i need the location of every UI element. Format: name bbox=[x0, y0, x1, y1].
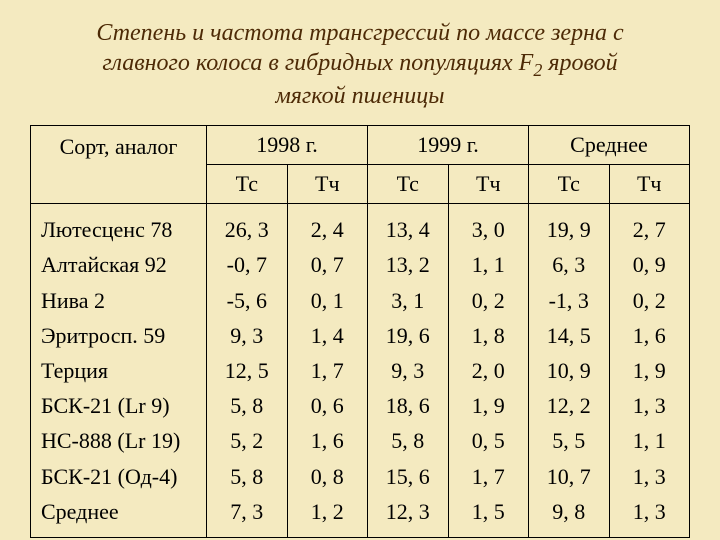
cell-value: 13, 4 bbox=[372, 212, 443, 247]
cell-value: 9, 3 bbox=[211, 318, 282, 353]
data-row: Лютесценс 78Алтайская 92Нива 2Эритросп. … bbox=[31, 204, 690, 538]
cell-value: 1, 2 bbox=[292, 494, 364, 529]
cell-value: 26, 3 bbox=[211, 212, 282, 247]
row-label: Среднее bbox=[41, 494, 200, 529]
cell-value: 1, 3 bbox=[614, 459, 686, 494]
cell-value: 5, 2 bbox=[211, 423, 282, 458]
row-label: НС-888 (Lr 19) bbox=[41, 423, 200, 458]
cell-value: 1, 9 bbox=[614, 353, 686, 388]
data-table: Сорт, аналог 1998 г. 1999 г. Среднее Тс … bbox=[30, 125, 690, 538]
cell-value: 0, 2 bbox=[614, 283, 686, 318]
cell-value: 0, 5 bbox=[453, 423, 525, 458]
cell-value: -5, 6 bbox=[211, 283, 282, 318]
cell-value: 14, 5 bbox=[533, 318, 604, 353]
row-label: Лютесценс 78 bbox=[41, 212, 200, 247]
cell-value: 2, 4 bbox=[292, 212, 364, 247]
hdr-1999: 1999 г. bbox=[368, 126, 529, 165]
col-1998-tc: 26, 3-0, 7-5, 69, 312, 55, 85, 25, 87, 3 bbox=[207, 204, 287, 538]
title-line1: Степень и частота трансгрессий по массе … bbox=[96, 20, 623, 46]
cell-value: 2, 0 bbox=[453, 353, 525, 388]
cell-value: 12, 3 bbox=[372, 494, 443, 529]
cell-value: 0, 9 bbox=[614, 247, 686, 282]
hdr-1999-tch: Тч bbox=[448, 165, 529, 204]
cell-value: 7, 3 bbox=[211, 494, 282, 529]
row-label: Эритросп. 59 bbox=[41, 318, 200, 353]
cell-value: 0, 7 bbox=[292, 247, 364, 282]
title-sub: 2 bbox=[533, 60, 542, 80]
cell-value: 0, 2 bbox=[453, 283, 525, 318]
cell-value: 1, 4 bbox=[292, 318, 364, 353]
labels-cell: Лютесценс 78Алтайская 92Нива 2Эритросп. … bbox=[31, 204, 207, 538]
cell-value: 1, 8 bbox=[453, 318, 525, 353]
row-label: Алтайская 92 bbox=[41, 247, 200, 282]
row-label: БСК-21 (Lr 9) bbox=[41, 388, 200, 423]
cell-value: -1, 3 bbox=[533, 283, 604, 318]
cell-value: 1, 7 bbox=[292, 353, 364, 388]
hdr-avg: Среднее bbox=[529, 126, 690, 165]
col-1999-tc: 13, 413, 23, 119, 69, 318, 65, 815, 612,… bbox=[368, 204, 448, 538]
cell-value: 2, 7 bbox=[614, 212, 686, 247]
cell-value: 1, 6 bbox=[292, 423, 364, 458]
hdr-avg-tc: Тс bbox=[529, 165, 609, 204]
cell-value: 15, 6 bbox=[372, 459, 443, 494]
cell-value: 5, 8 bbox=[211, 459, 282, 494]
hdr-variety: Сорт, аналог bbox=[31, 126, 207, 204]
row-label: Нива 2 bbox=[41, 283, 200, 318]
cell-value: 1, 1 bbox=[453, 247, 525, 282]
col-1999-tch: 3, 01, 10, 21, 82, 01, 90, 51, 71, 5 bbox=[448, 204, 529, 538]
cell-value: 1, 1 bbox=[614, 423, 686, 458]
cell-value: 19, 6 bbox=[372, 318, 443, 353]
cell-value: 9, 3 bbox=[372, 353, 443, 388]
cell-value: 0, 6 bbox=[292, 388, 364, 423]
hdr-1998-tch: Тч bbox=[287, 165, 368, 204]
row-label: Терция bbox=[41, 353, 200, 388]
cell-value: 19, 9 bbox=[533, 212, 604, 247]
cell-value: 10, 7 bbox=[533, 459, 604, 494]
cell-value: 18, 6 bbox=[372, 388, 443, 423]
hdr-1998-tc: Тс bbox=[207, 165, 287, 204]
row-label: БСК-21 (Од-4) bbox=[41, 459, 200, 494]
title-line2b: яровой bbox=[542, 50, 617, 76]
cell-value: 0, 8 bbox=[292, 459, 364, 494]
cell-value: 1, 3 bbox=[614, 494, 686, 529]
cell-value: 5, 8 bbox=[372, 423, 443, 458]
cell-value: 12, 5 bbox=[211, 353, 282, 388]
cell-value: 9, 8 bbox=[533, 494, 604, 529]
header-row-1: Сорт, аналог 1998 г. 1999 г. Среднее bbox=[31, 126, 690, 165]
cell-value: -0, 7 bbox=[211, 247, 282, 282]
cell-value: 1, 9 bbox=[453, 388, 525, 423]
cell-value: 5, 8 bbox=[211, 388, 282, 423]
title-line2: главного колоса в гибридных популяциях F bbox=[102, 50, 533, 76]
cell-value: 5, 5 bbox=[533, 423, 604, 458]
cell-value: 13, 2 bbox=[372, 247, 443, 282]
cell-value: 6, 3 bbox=[533, 247, 604, 282]
cell-value: 1, 3 bbox=[614, 388, 686, 423]
cell-value: 10, 9 bbox=[533, 353, 604, 388]
cell-value: 1, 7 bbox=[453, 459, 525, 494]
cell-value: 3, 1 bbox=[372, 283, 443, 318]
hdr-1999-tc: Тс bbox=[368, 165, 448, 204]
cell-value: 12, 2 bbox=[533, 388, 604, 423]
col-avg-tch: 2, 70, 90, 21, 61, 91, 31, 11, 31, 3 bbox=[609, 204, 690, 538]
title-line3: мягкой пшеницы bbox=[275, 83, 444, 109]
hdr-avg-tch: Тч bbox=[609, 165, 690, 204]
cell-value: 1, 5 bbox=[453, 494, 525, 529]
cell-value: 3, 0 bbox=[453, 212, 525, 247]
cell-value: 1, 6 bbox=[614, 318, 686, 353]
page-title: Степень и частота трансгрессий по массе … bbox=[30, 18, 690, 111]
hdr-1998: 1998 г. bbox=[207, 126, 368, 165]
cell-value: 0, 1 bbox=[292, 283, 364, 318]
col-1998-tch: 2, 40, 70, 11, 41, 70, 61, 60, 81, 2 bbox=[287, 204, 368, 538]
col-avg-tc: 19, 96, 3-1, 314, 510, 912, 25, 510, 79,… bbox=[529, 204, 609, 538]
